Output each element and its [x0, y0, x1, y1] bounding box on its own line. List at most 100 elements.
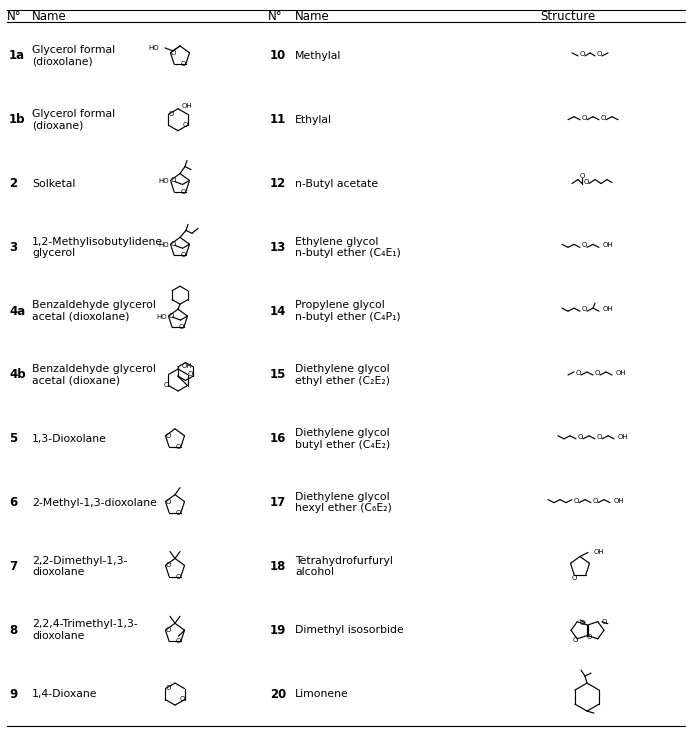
Text: 19: 19	[270, 624, 286, 637]
Text: O: O	[594, 370, 600, 376]
Text: Name: Name	[32, 10, 66, 23]
Text: O: O	[602, 618, 607, 625]
Text: O: O	[577, 433, 583, 440]
Text: O: O	[165, 499, 171, 504]
Text: Tetrahydrofurfuryl
alcohol: Tetrahydrofurfuryl alcohol	[295, 556, 393, 577]
Text: HO: HO	[156, 314, 167, 320]
Text: OH: OH	[618, 433, 628, 440]
Text: O: O	[581, 115, 587, 121]
Text: Name: Name	[295, 10, 330, 23]
Text: Diethylene glycol
hexyl ether (C₆E₂): Diethylene glycol hexyl ether (C₆E₂)	[295, 492, 392, 513]
Text: O: O	[176, 510, 181, 516]
Text: Solketal: Solketal	[32, 178, 75, 189]
Text: O: O	[592, 498, 598, 504]
Text: HO: HO	[158, 242, 169, 249]
Text: O: O	[587, 634, 592, 640]
Text: N°: N°	[7, 10, 21, 23]
Text: O: O	[188, 371, 192, 377]
Text: 7: 7	[9, 560, 17, 573]
Text: HO: HO	[158, 178, 169, 184]
Text: Benzaldehyde glycerol
acetal (dioxolane): Benzaldehyde glycerol acetal (dioxolane)	[32, 300, 156, 322]
Text: 12: 12	[270, 177, 286, 190]
Text: O: O	[572, 637, 578, 643]
Text: 8: 8	[9, 624, 17, 637]
Text: OH: OH	[603, 243, 614, 249]
Text: O: O	[168, 313, 174, 319]
Text: O: O	[170, 178, 176, 183]
Text: O: O	[573, 498, 579, 504]
Text: O: O	[581, 306, 587, 312]
Text: O: O	[181, 61, 186, 67]
Text: Structure: Structure	[540, 10, 595, 23]
Text: O: O	[581, 243, 587, 249]
Text: 10: 10	[270, 50, 286, 62]
Text: 2,2,4-Trimethyl-1,3-
dioxolane: 2,2,4-Trimethyl-1,3- dioxolane	[32, 619, 138, 641]
Text: O: O	[580, 620, 585, 626]
Text: OH: OH	[182, 103, 192, 109]
Text: Propylene glycol
n-butyl ether (C₄P₁): Propylene glycol n-butyl ether (C₄P₁)	[295, 300, 401, 322]
Text: O: O	[170, 241, 176, 247]
Text: 1,4-Dioxane: 1,4-Dioxane	[32, 689, 98, 699]
Text: 3: 3	[9, 240, 17, 254]
Text: Diethylene glycol
butyl ether (C₄E₂): Diethylene glycol butyl ether (C₄E₂)	[295, 428, 390, 450]
Text: O: O	[165, 685, 171, 691]
Text: 16: 16	[270, 432, 286, 445]
Text: O: O	[579, 173, 585, 178]
Text: Diethylene glycol
ethyl ether (C₂E₂): Diethylene glycol ethyl ether (C₂E₂)	[295, 364, 390, 386]
Text: O: O	[572, 575, 577, 580]
Text: 15: 15	[270, 368, 286, 382]
Text: OH: OH	[614, 498, 625, 504]
Text: O: O	[181, 189, 186, 194]
Text: N°: N°	[268, 10, 282, 23]
Text: Ethylene glycol
n-butyl ether (C₄E₁): Ethylene glycol n-butyl ether (C₄E₁)	[295, 237, 401, 258]
Text: 18: 18	[270, 560, 286, 573]
Text: OH: OH	[594, 550, 605, 556]
Text: O: O	[597, 433, 601, 440]
Text: Limonene: Limonene	[295, 689, 349, 699]
Text: 9: 9	[9, 688, 17, 700]
Text: 2: 2	[9, 177, 17, 190]
Text: OH: OH	[603, 306, 614, 312]
Text: OH: OH	[182, 363, 192, 369]
Text: 2,2-Dimethyl-1,3-
dioxolane: 2,2-Dimethyl-1,3- dioxolane	[32, 556, 127, 577]
Text: O: O	[182, 122, 188, 128]
Text: Benzaldehyde glycerol
acetal (dioxane): Benzaldehyde glycerol acetal (dioxane)	[32, 364, 156, 386]
Text: O: O	[583, 178, 589, 184]
Text: OH: OH	[616, 370, 627, 376]
Text: Glycerol formal
(dioxolane): Glycerol formal (dioxolane)	[32, 45, 115, 67]
Text: O: O	[181, 252, 186, 259]
Text: 4b: 4b	[9, 368, 26, 382]
Text: O: O	[176, 574, 181, 580]
Text: 1,3-Dioxolane: 1,3-Dioxolane	[32, 433, 107, 444]
Text: Methylal: Methylal	[295, 51, 341, 61]
Text: O: O	[163, 382, 169, 388]
Text: O: O	[165, 562, 171, 569]
Text: O: O	[575, 370, 581, 376]
Text: O: O	[176, 638, 181, 644]
Text: Dimethyl isosorbide: Dimethyl isosorbide	[295, 625, 403, 635]
Text: O: O	[165, 627, 171, 633]
Text: O: O	[179, 325, 184, 330]
Text: O: O	[597, 51, 601, 57]
Text: O: O	[168, 110, 174, 117]
Text: HO: HO	[148, 45, 159, 51]
Text: 6: 6	[9, 496, 17, 509]
Text: 13: 13	[270, 240, 286, 254]
Text: 14: 14	[270, 305, 286, 318]
Text: Glycerol formal
(dioxane): Glycerol formal (dioxane)	[32, 109, 115, 131]
Text: 17: 17	[270, 496, 286, 509]
Text: 1,2-Methylisobutylidene
glycerol: 1,2-Methylisobutylidene glycerol	[32, 237, 163, 258]
Text: 1b: 1b	[9, 113, 26, 126]
Text: 20: 20	[270, 688, 286, 700]
Text: O: O	[165, 433, 171, 439]
Text: 11: 11	[270, 113, 286, 126]
Text: O: O	[170, 50, 176, 56]
Text: n-Butyl acetate: n-Butyl acetate	[295, 178, 378, 189]
Text: O: O	[179, 696, 185, 702]
Text: 4a: 4a	[9, 305, 25, 318]
Text: 2-Methyl-1,3-dioxolane: 2-Methyl-1,3-dioxolane	[32, 498, 157, 507]
Text: Ethylal: Ethylal	[295, 115, 332, 125]
Text: O: O	[579, 51, 585, 57]
Text: O: O	[176, 444, 181, 450]
Text: 5: 5	[9, 432, 17, 445]
